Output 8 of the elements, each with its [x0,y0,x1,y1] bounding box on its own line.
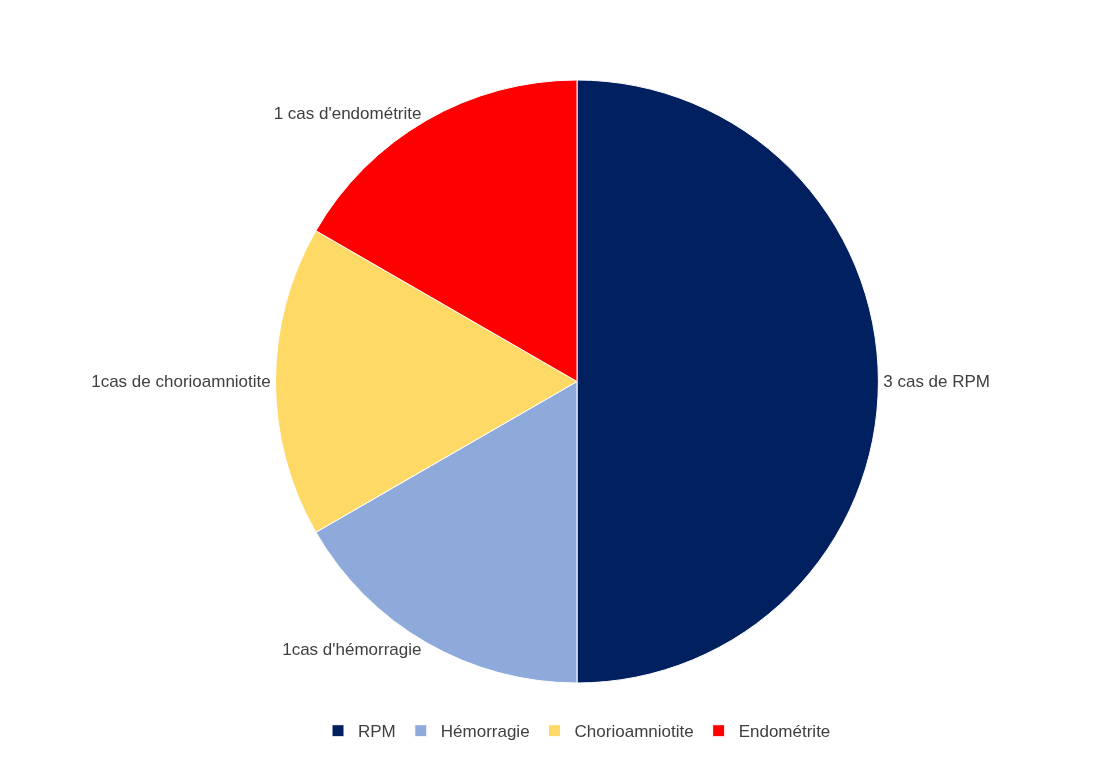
legend-label: RPM [358,722,396,742]
data-label: 1cas d'hémorragie [282,640,422,660]
data-label: 1cas de chorioamniotite [91,372,271,391]
data-label: 1 cas d'endométrite [273,103,422,123]
legend-label: Hémorragie [440,722,530,742]
legend-label: Chorioamniotite [574,722,694,742]
legend-label: Endométrite [738,722,831,742]
data-label: 3 cas de RPM [883,372,991,391]
